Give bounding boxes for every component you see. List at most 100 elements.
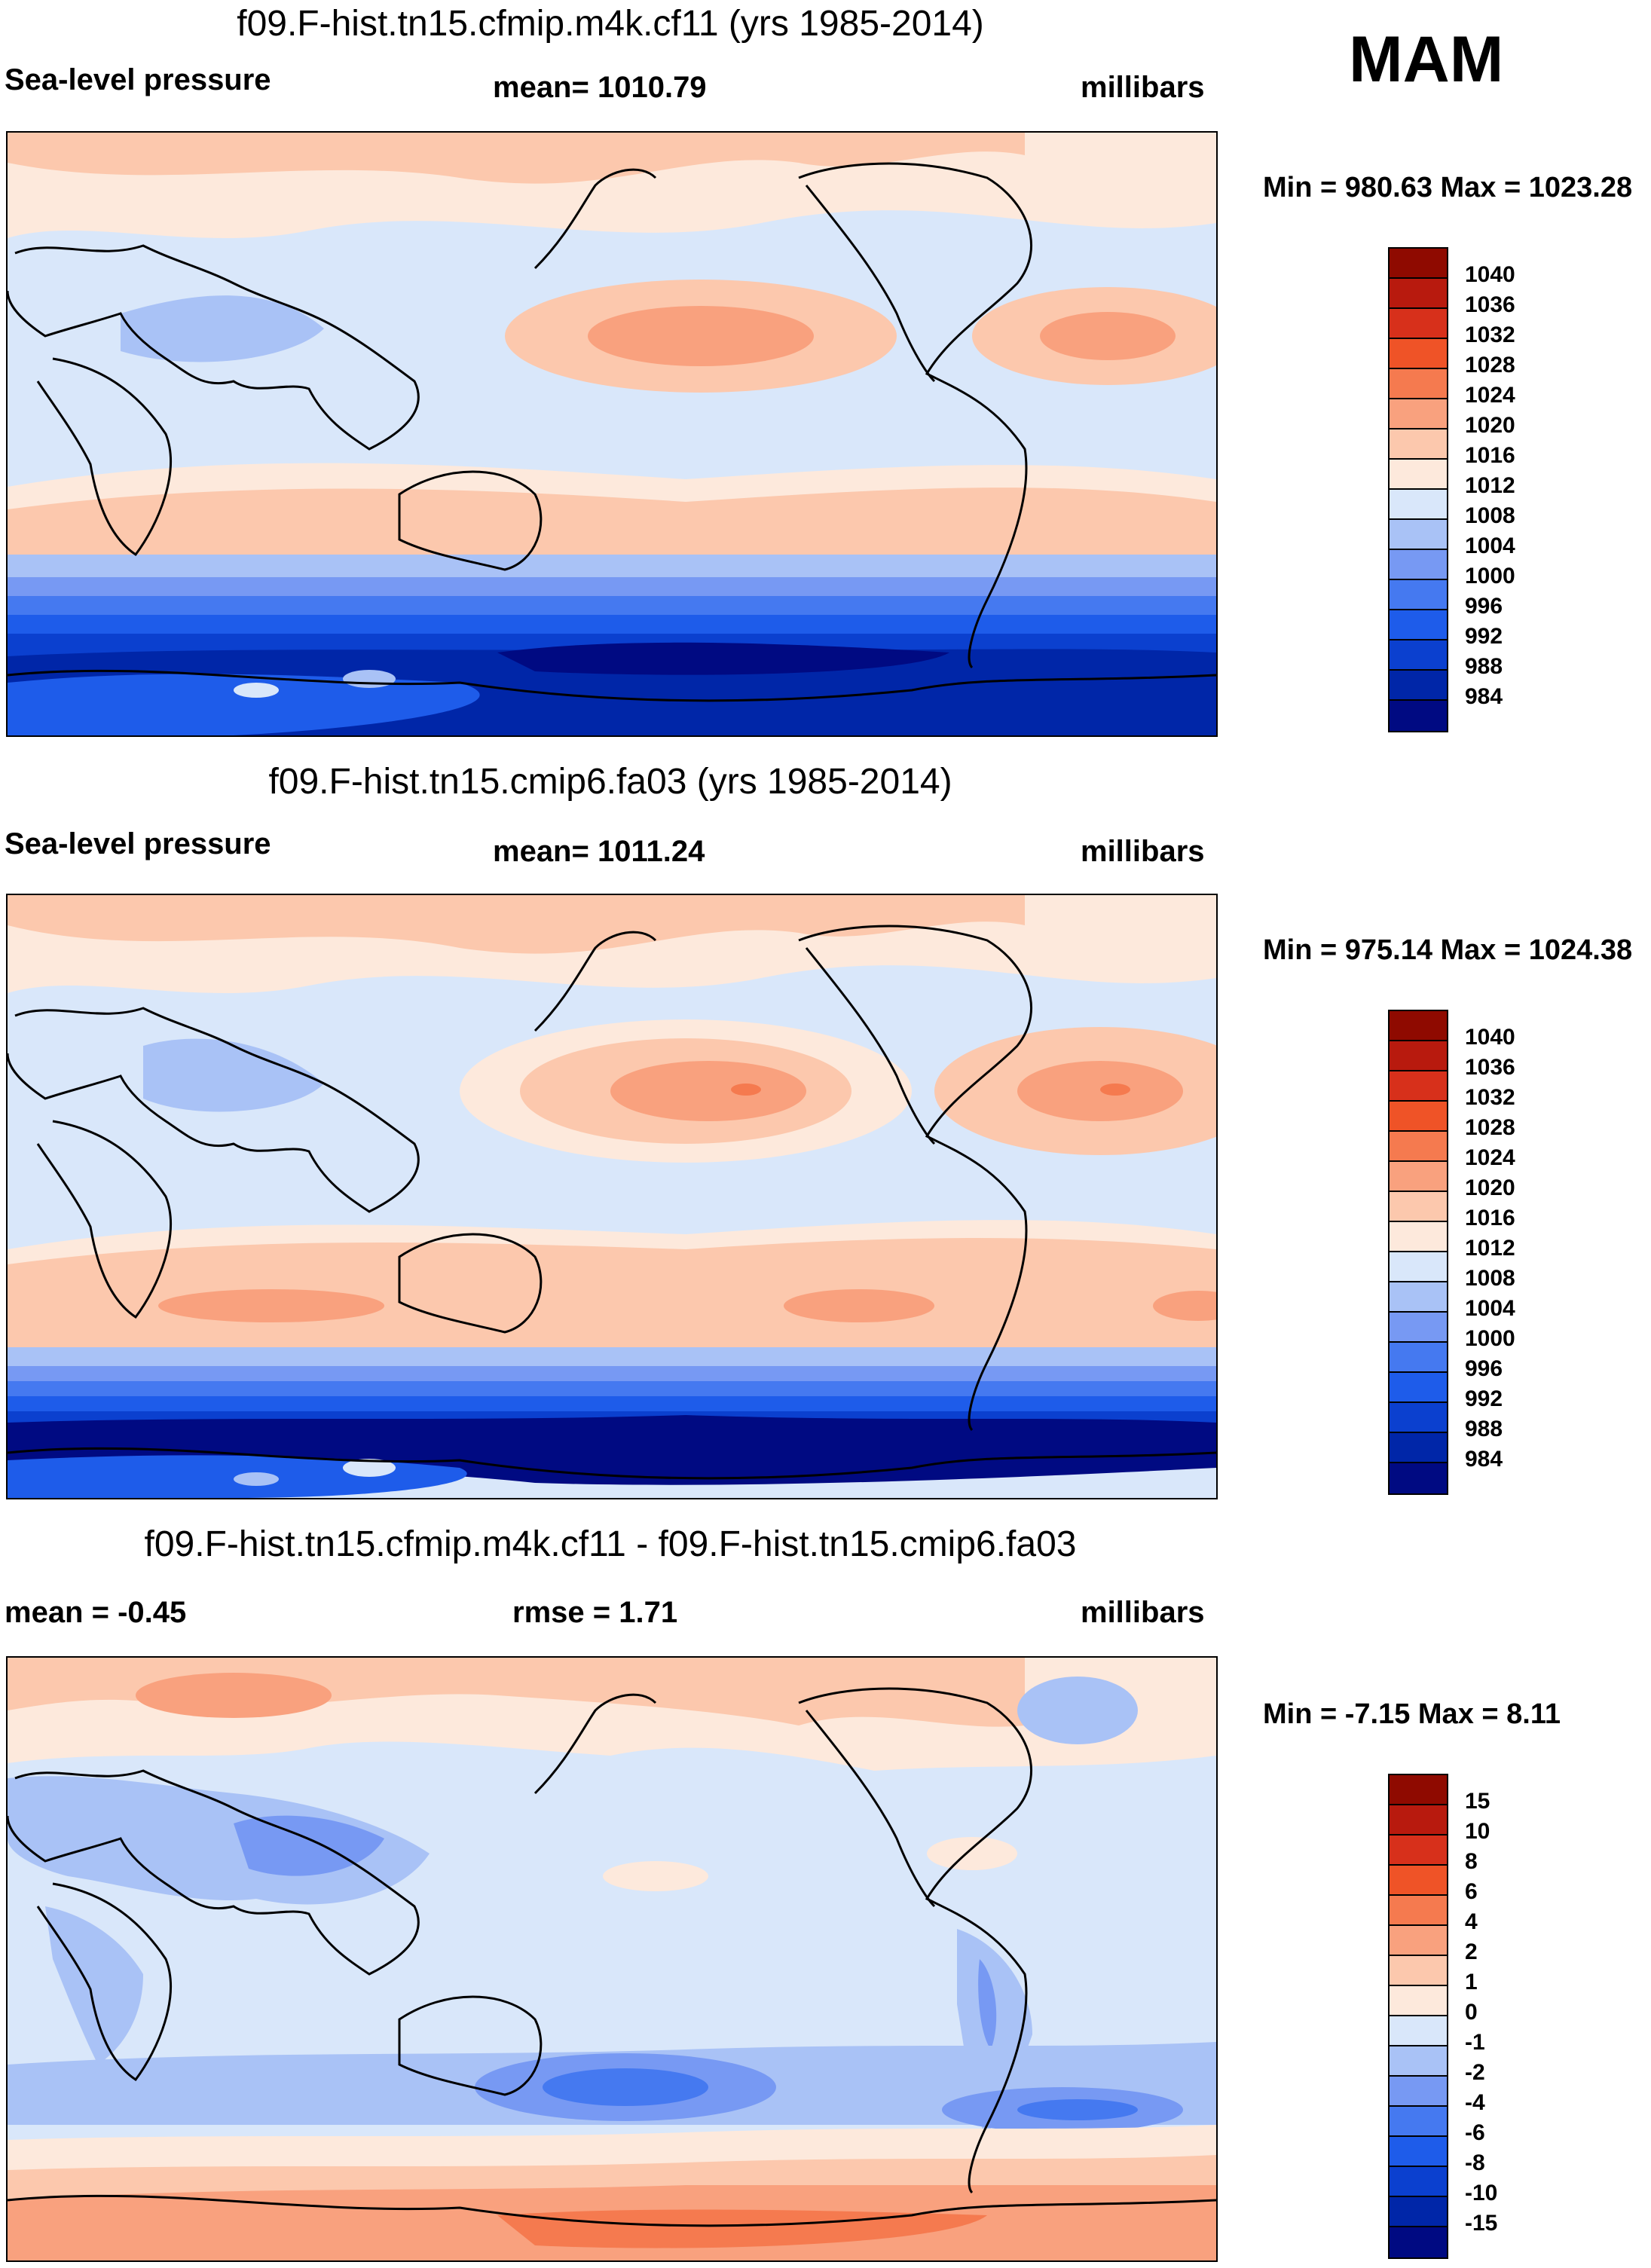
colorbar-tick-label: 1 [1465,1970,1478,1994]
colorbar-swatch [1390,1313,1447,1343]
colorbar-tick-label: 1004 [1465,1296,1515,1321]
colorbar-tick-label: 992 [1465,1386,1503,1411]
colorbar-tick-label: -2 [1465,2060,1485,2085]
colorbar-swatch [1390,1102,1447,1132]
colorbar-swatch [1390,339,1447,369]
colorbar-swatch [1390,1775,1447,1805]
colorbar-swatch [1390,279,1447,309]
colorbar-swatch [1390,249,1447,279]
colorbar-swatch [1390,1132,1447,1162]
colorbar-swatch [1390,1835,1447,1866]
colorbar-swatch [1390,1866,1447,1896]
panel-3-minmax: Min = -7.15 Max = 8.11 [1263,1698,1561,1730]
colorbar-tick-label: 1004 [1465,533,1515,558]
panel-2-title: f09.F-hist.tn15.cmip6.fa03 (yrs 1985-201… [268,762,952,802]
colorbar-swatch [1390,1805,1447,1835]
colorbar-tick-label: 1040 [1465,262,1515,287]
panel-3-rmse-label: rmse = 1.71 [512,1596,678,1629]
colorbar-swatch [1390,580,1447,610]
colorbar-tick-label: -15 [1465,2211,1498,2236]
panel-2-minmax: Min = 975.14 Max = 1024.38 [1263,934,1633,966]
colorbar-tick-label: 1008 [1465,1266,1515,1291]
colorbar-tick-label: 984 [1465,1447,1503,1472]
colorbar-swatch [1390,671,1447,701]
colorbar-swatch [1390,2137,1447,2167]
colorbar-tick-label: 2 [1465,1939,1478,1964]
colorbar-tick-label: 1000 [1465,1326,1515,1351]
colorbar-swatch [1390,2107,1447,2137]
colorbar-tick-label: 15 [1465,1789,1490,1814]
panel-3-colorbar [1388,1774,1448,2259]
colorbar-swatch [1390,520,1447,550]
colorbar-swatch [1390,399,1447,429]
colorbar-swatch [1390,369,1447,399]
panel-3-title: f09.F-hist.tn15.cfmip.m4k.cf11 - f09.F-h… [144,1524,1077,1564]
panel-2-units-label: millibars [1081,835,1205,868]
colorbar-swatch [1390,2227,1447,2257]
panel-1-minmax: Min = 980.63 Max = 1023.28 [1263,172,1633,203]
colorbar-swatch [1390,429,1447,460]
colorbar-tick-label: -1 [1465,2030,1485,2055]
colorbar-swatch [1390,2016,1447,2046]
colorbar-swatch [1390,550,1447,580]
colorbar-tick-label: 988 [1465,654,1503,679]
colorbar-tick-label: 1032 [1465,322,1515,347]
colorbar-tick-label: 1020 [1465,413,1515,438]
colorbar-swatch [1390,460,1447,490]
colorbar-swatch [1390,701,1447,731]
colorbar-swatch [1390,1403,1447,1433]
colorbar-swatch [1390,2167,1447,2197]
panel-3-mean-label: mean = -0.45 [5,1596,187,1629]
colorbar-tick-label: 1008 [1465,503,1515,528]
colorbar-tick-label: 1032 [1465,1085,1515,1110]
colorbar-tick-label: 1028 [1465,1115,1515,1140]
panel-1-colorbar [1388,247,1448,732]
colorbar-tick-label: 1012 [1465,473,1515,498]
colorbar-tick-label: 0 [1465,2000,1478,2025]
colorbar-tick-label: 1016 [1465,443,1515,468]
colorbar-swatch [1390,1282,1447,1313]
colorbar-tick-label: 1000 [1465,564,1515,588]
colorbar-swatch [1390,1071,1447,1102]
colorbar-tick-label: -6 [1465,2120,1485,2145]
colorbar-tick-label: 1020 [1465,1175,1515,1200]
colorbar-swatch [1390,1463,1447,1493]
colorbar-swatch [1390,2046,1447,2077]
colorbar-swatch [1390,1041,1447,1071]
colorbar-swatch [1390,2197,1447,2227]
colorbar-tick-label: 1016 [1465,1206,1515,1230]
colorbar-tick-label: 8 [1465,1849,1478,1874]
colorbar-swatch [1390,1433,1447,1463]
colorbar-swatch [1390,490,1447,520]
colorbar-swatch [1390,640,1447,671]
colorbar-swatch [1390,1956,1447,1986]
panel-1-mean-label: mean= 1010.79 [493,71,707,104]
colorbar-swatch [1390,1192,1447,1222]
colorbar-tick-label: 988 [1465,1417,1503,1441]
colorbar-swatch [1390,1896,1447,1926]
panel-1-variable-label: Sea-level pressure [5,63,271,96]
colorbar-swatch [1390,1162,1447,1192]
colorbar-tick-label: 1012 [1465,1236,1515,1261]
colorbar-swatch [1390,2077,1447,2107]
colorbar-tick-label: 996 [1465,1356,1503,1381]
colorbar-swatch [1390,1252,1447,1282]
panel-2-mean-label: mean= 1011.24 [493,835,705,868]
colorbar-tick-label: 6 [1465,1879,1478,1904]
colorbar-tick-label: 1036 [1465,292,1515,317]
colorbar-swatch [1390,610,1447,640]
panel-2-map [6,894,1218,1499]
colorbar-tick-label: 10 [1465,1819,1490,1844]
colorbar-swatch [1390,1926,1447,1956]
panel-1-units-label: millibars [1081,71,1205,104]
colorbar-tick-label: 1024 [1465,383,1515,408]
colorbar-tick-label: 996 [1465,594,1503,619]
colorbar-swatch [1390,309,1447,339]
season-label: MAM [1349,23,1504,96]
panel-1-map [6,131,1218,737]
panel-3-units-label: millibars [1081,1596,1205,1629]
colorbar-swatch [1390,1373,1447,1403]
colorbar-swatch [1390,1986,1447,2016]
colorbar-tick-label: 4 [1465,1909,1478,1934]
panel-2-variable-label: Sea-level pressure [5,827,271,860]
